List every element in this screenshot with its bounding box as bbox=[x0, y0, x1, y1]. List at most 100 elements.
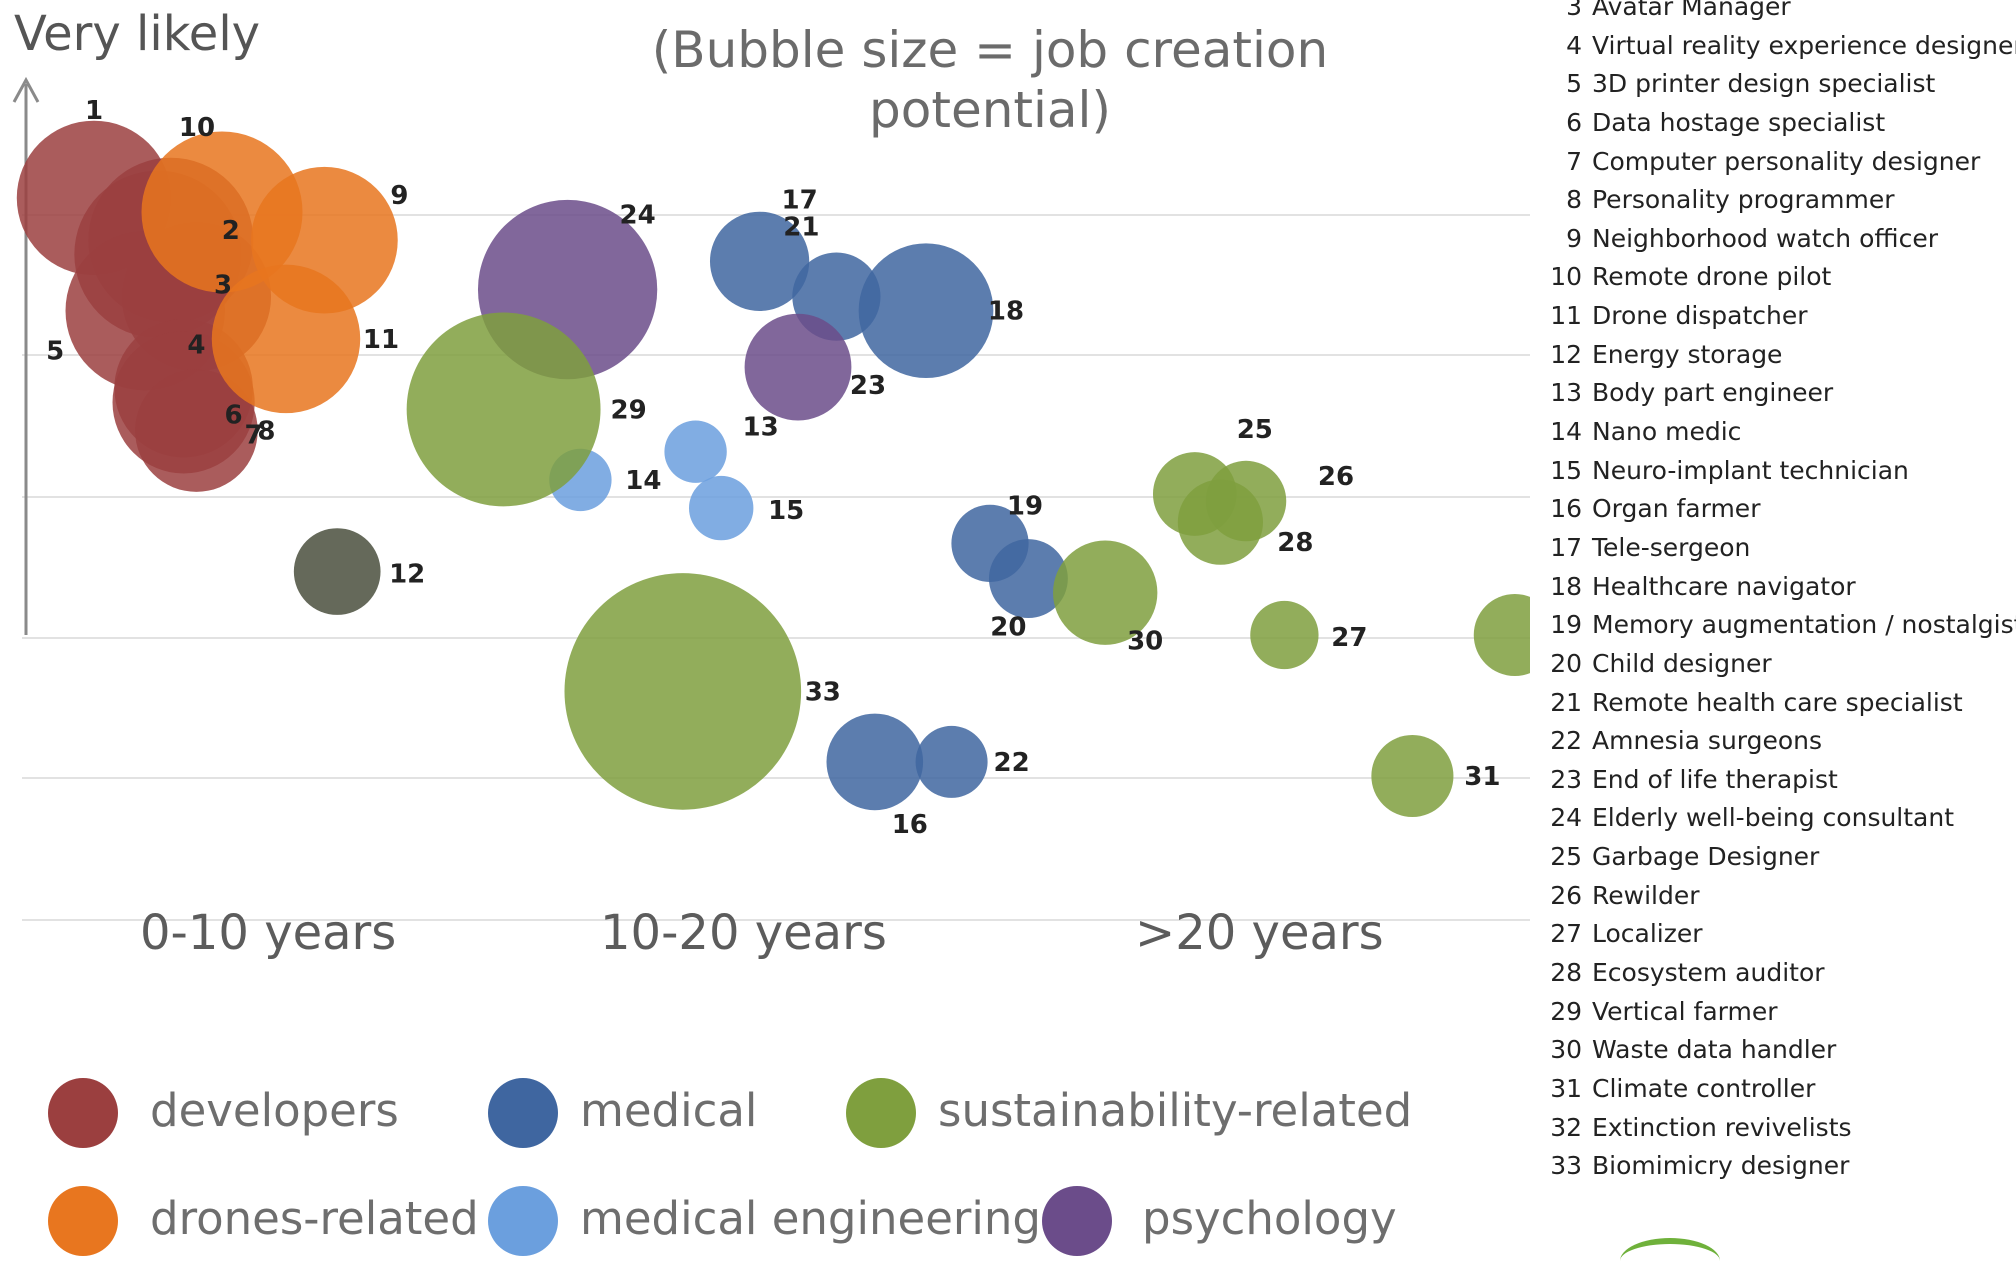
job-number: 26 bbox=[1550, 880, 1582, 910]
job-title: Rewilder bbox=[1592, 880, 1700, 910]
job-list-item: 4 Virtual reality experience designer bbox=[1538, 27, 2016, 66]
bubble-label-31: 31 bbox=[1464, 762, 1500, 792]
bubble-label-1: 1 bbox=[85, 96, 103, 126]
job-number: 30 bbox=[1550, 1035, 1582, 1065]
job-list-item: 15 Neuro-implant technician bbox=[1538, 452, 2016, 491]
bubble-labels-layer: 1234567891011121314151617181920212223242… bbox=[46, 96, 1500, 840]
job-number: 11 bbox=[1550, 301, 1582, 331]
job-title: Amnesia surgeons bbox=[1592, 726, 1823, 756]
legend-label-medical-engineering: medical engineering bbox=[580, 1192, 1041, 1245]
bubble-label-6: 6 bbox=[225, 400, 243, 430]
period-label-over-20: >20 years bbox=[1135, 905, 1384, 961]
y-axis-label: Very likely bbox=[14, 6, 261, 62]
job-number: 23 bbox=[1550, 764, 1582, 794]
bubble-label-26: 26 bbox=[1318, 462, 1354, 492]
job-number: 9 bbox=[1566, 223, 1582, 253]
job-number: 3 bbox=[1566, 0, 1582, 21]
y-axis-arrowhead bbox=[12, 76, 40, 103]
job-title: 3D printer design specialist bbox=[1592, 69, 1936, 99]
bubble-30 bbox=[1053, 540, 1158, 645]
bubble-10 bbox=[141, 131, 303, 293]
job-list-item: 31 Climate controller bbox=[1538, 1070, 2016, 1109]
job-title: Nano medic bbox=[1592, 417, 1742, 447]
job-number: 20 bbox=[1550, 648, 1582, 678]
bubble-label-15: 15 bbox=[768, 496, 804, 526]
job-list-item: 3 Avatar Manager bbox=[1538, 0, 2016, 27]
job-number: 32 bbox=[1550, 1112, 1582, 1142]
bubble-label-10: 10 bbox=[179, 113, 215, 143]
legend-swatch-sustainability bbox=[846, 1078, 916, 1148]
bubble-28 bbox=[1177, 479, 1263, 565]
job-list-item: 19 Memory augmentation / nostalgist bbox=[1538, 606, 2016, 645]
legend-label-medical: medical bbox=[580, 1084, 758, 1137]
job-list-item: 17 Tele-sergeon bbox=[1538, 529, 2016, 568]
job-number: 25 bbox=[1550, 842, 1582, 872]
bubble-label-25: 25 bbox=[1237, 415, 1273, 445]
job-list-item: 9 Neighborhood watch officer bbox=[1538, 220, 2016, 259]
bubble-label-4: 4 bbox=[187, 331, 205, 361]
job-number: 4 bbox=[1566, 30, 1582, 60]
job-list-item: 27 Localizer bbox=[1538, 915, 2016, 954]
job-number: 29 bbox=[1550, 996, 1582, 1026]
job-number: 7 bbox=[1566, 146, 1582, 176]
job-number: 28 bbox=[1550, 958, 1582, 988]
legend-swatch-drones bbox=[48, 1186, 118, 1256]
job-title: Garbage Designer bbox=[1592, 842, 1820, 872]
job-list-item: 12 Energy storage bbox=[1538, 336, 2016, 375]
job-number: 16 bbox=[1550, 494, 1582, 524]
bubble-31 bbox=[1371, 734, 1454, 818]
bubble-label-22: 22 bbox=[994, 748, 1030, 778]
bubble-20 bbox=[988, 539, 1068, 619]
job-title: Vertical farmer bbox=[1592, 996, 1778, 1026]
bubble-23 bbox=[744, 313, 852, 421]
job-list-item: 16 Organ farmer bbox=[1538, 490, 2016, 529]
bubble-12 bbox=[293, 528, 381, 615]
job-title: Ecosystem auditor bbox=[1592, 958, 1825, 988]
job-title: End of life therapist bbox=[1592, 764, 1838, 794]
job-title: Healthcare navigator bbox=[1592, 571, 1856, 601]
job-list-item: 7 Computer personality designer bbox=[1538, 143, 2016, 182]
bubble-label-2: 2 bbox=[222, 216, 240, 246]
bubble-label-24: 24 bbox=[620, 201, 656, 231]
job-list-item: 5 3D printer design specialist bbox=[1538, 65, 2016, 104]
job-list-item: 14 Nano medic bbox=[1538, 413, 2016, 452]
logo-arc-fragment bbox=[1620, 1238, 1720, 1284]
bubble-label-19: 19 bbox=[1007, 491, 1043, 521]
job-list-item: 29 Vertical farmer bbox=[1538, 993, 2016, 1032]
job-number: 22 bbox=[1550, 726, 1582, 756]
chart-subtitle: (Bubble size = job creation potential) bbox=[651, 21, 1329, 139]
legend-swatch-medical-engineering bbox=[488, 1186, 558, 1256]
job-number: 17 bbox=[1550, 532, 1582, 562]
bubble-label-7: 7 bbox=[245, 420, 263, 450]
job-number: 19 bbox=[1550, 610, 1582, 640]
bubble-8 bbox=[135, 369, 258, 492]
job-list-item: 28 Ecosystem auditor bbox=[1538, 954, 2016, 993]
bubble-label-20: 20 bbox=[990, 613, 1026, 643]
job-title: Extinction revivelists bbox=[1592, 1112, 1852, 1142]
job-number: 13 bbox=[1550, 378, 1582, 408]
job-list-item: 26 Rewilder bbox=[1538, 877, 2016, 916]
bubble-27 bbox=[1250, 600, 1319, 670]
job-list-item: 21 Remote health care specialist bbox=[1538, 684, 2016, 723]
legend-label-sustainability: sustainability-related bbox=[938, 1084, 1413, 1137]
job-list-item: 10 Remote drone pilot bbox=[1538, 258, 2016, 297]
job-number: 6 bbox=[1566, 107, 1582, 137]
bubble-13 bbox=[664, 420, 727, 483]
period-label-10-20: 10-20 years bbox=[600, 905, 887, 961]
period-label-0-10: 0-10 years bbox=[140, 905, 397, 961]
job-number: 14 bbox=[1550, 417, 1582, 447]
job-title: Computer personality designer bbox=[1592, 146, 1981, 176]
job-list-item: 13 Body part engineer bbox=[1538, 374, 2016, 413]
job-title: Drone dispatcher bbox=[1592, 301, 1808, 331]
bubble-11 bbox=[211, 264, 361, 414]
job-title: Energy storage bbox=[1592, 339, 1783, 369]
bubble-29 bbox=[406, 312, 601, 507]
bubble-label-3: 3 bbox=[214, 270, 232, 300]
job-list-item: 23 End of life therapist bbox=[1538, 761, 2016, 800]
job-title: Avatar Manager bbox=[1592, 0, 1791, 21]
bubble-label-17: 17 bbox=[782, 185, 818, 215]
job-title: Personality programmer bbox=[1592, 185, 1895, 215]
job-title: Tele-sergeon bbox=[1592, 532, 1751, 562]
job-list-item: 32 Extinction revivelists bbox=[1538, 1109, 2016, 1148]
bubble-label-28: 28 bbox=[1277, 528, 1313, 558]
